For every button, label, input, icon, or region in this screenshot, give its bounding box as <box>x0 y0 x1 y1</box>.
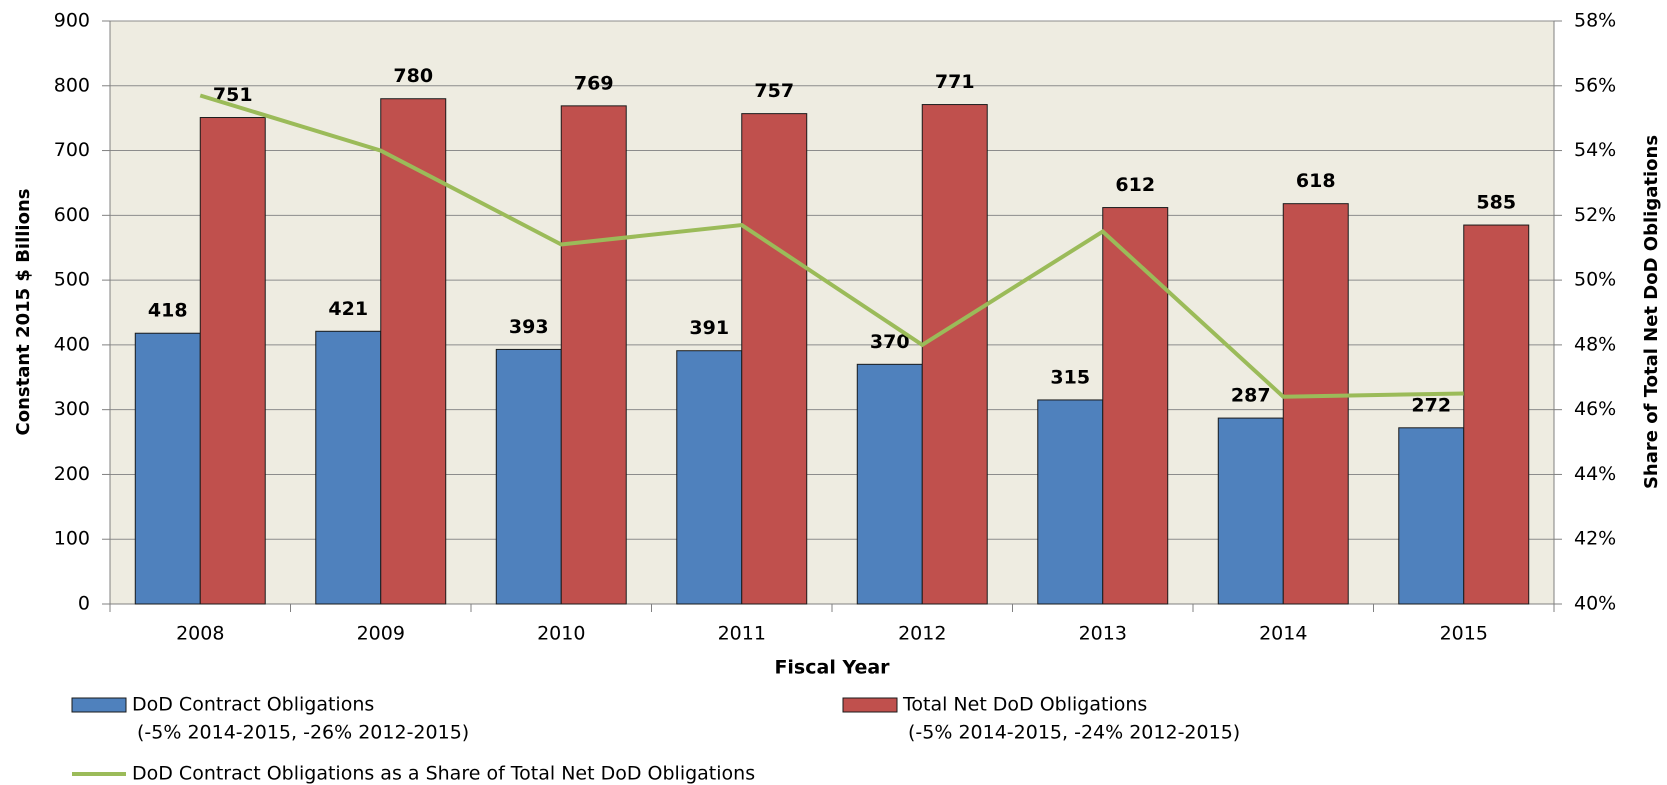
bar <box>921 104 988 605</box>
y2-tick-label: 52% <box>1574 204 1616 226</box>
y-tick-label: 500 <box>54 269 90 291</box>
bar <box>1282 203 1349 605</box>
x-tick-label: 2008 <box>176 623 224 645</box>
legend-note: (-5% 2014-2015, -24% 2012-2015) <box>908 722 1240 744</box>
x-tick-label: 2013 <box>1079 623 1127 645</box>
value-label: 391 <box>689 317 729 339</box>
y-tick-label: 800 <box>54 74 90 96</box>
bar <box>1037 399 1104 605</box>
bar <box>856 363 923 605</box>
y-tick-label: 200 <box>54 463 90 485</box>
y2-tick-label: 44% <box>1574 463 1616 485</box>
y2-tick-label: 48% <box>1574 333 1616 355</box>
x-tick-label: 2011 <box>718 623 766 645</box>
bar <box>1102 207 1169 605</box>
value-label: 612 <box>1115 174 1155 196</box>
legend-swatch <box>71 697 127 713</box>
bar <box>1463 224 1530 605</box>
y2-tick-label: 50% <box>1574 269 1616 291</box>
bar <box>134 332 201 605</box>
y2-tick-label: 56% <box>1574 74 1616 96</box>
x-tick-label: 2010 <box>537 623 585 645</box>
x-axis-title: Fiscal Year <box>774 657 890 679</box>
y2-tick-label: 40% <box>1574 593 1616 615</box>
legend-label: DoD Contract Obligations as a Share of T… <box>132 763 755 785</box>
line <box>199 93 1464 399</box>
legend-swatch <box>842 697 898 713</box>
y-tick-label: 100 <box>54 528 90 550</box>
bar <box>380 98 447 605</box>
x-tick-label: 2012 <box>898 623 946 645</box>
value-label: 757 <box>754 80 794 102</box>
y-tick-label: 600 <box>54 204 90 226</box>
bar <box>199 117 266 605</box>
y-axis-title: Constant 2015 $ Billions <box>13 189 34 436</box>
x-tick-label: 2015 <box>1440 623 1488 645</box>
x-tick-label: 2014 <box>1259 623 1307 645</box>
value-label: 393 <box>509 316 549 338</box>
y-tick-label: 0 <box>78 593 90 615</box>
value-label: 315 <box>1050 366 1090 388</box>
value-label: 618 <box>1296 170 1336 192</box>
y2-tick-label: 58% <box>1574 10 1616 32</box>
value-label: 272 <box>1411 394 1451 416</box>
legend-note: (-5% 2014-2015, -26% 2012-2015) <box>137 722 469 744</box>
value-label: 771 <box>935 71 975 93</box>
bar <box>315 330 382 605</box>
bar <box>1217 417 1284 605</box>
y-tick-label: 400 <box>54 333 90 355</box>
value-label: 418 <box>148 300 188 322</box>
bar <box>676 350 743 605</box>
bar <box>1398 427 1465 605</box>
y-tick-label: 900 <box>54 10 90 32</box>
value-label: 370 <box>870 331 910 353</box>
y-tick-label: 300 <box>54 398 90 420</box>
value-label: 769 <box>574 72 614 94</box>
y2-tick-label: 46% <box>1574 398 1616 420</box>
value-label: 421 <box>328 298 368 320</box>
bar <box>495 348 562 605</box>
y2-tick-label: 42% <box>1574 528 1616 550</box>
legend-label: Total Net DoD Obligations <box>902 694 1147 716</box>
legend-label: DoD Contract Obligations <box>132 694 374 716</box>
value-label: 585 <box>1476 192 1516 214</box>
value-label: 287 <box>1231 385 1271 407</box>
bar <box>560 105 627 605</box>
y-tick-label: 700 <box>54 139 90 161</box>
x-tick-label: 2009 <box>357 623 405 645</box>
y2-tick-label: 54% <box>1574 139 1616 161</box>
y2-axis-title: Share of Total Net DoD Obligations <box>1641 135 1662 489</box>
value-label: 780 <box>393 65 433 87</box>
bar <box>741 113 808 605</box>
